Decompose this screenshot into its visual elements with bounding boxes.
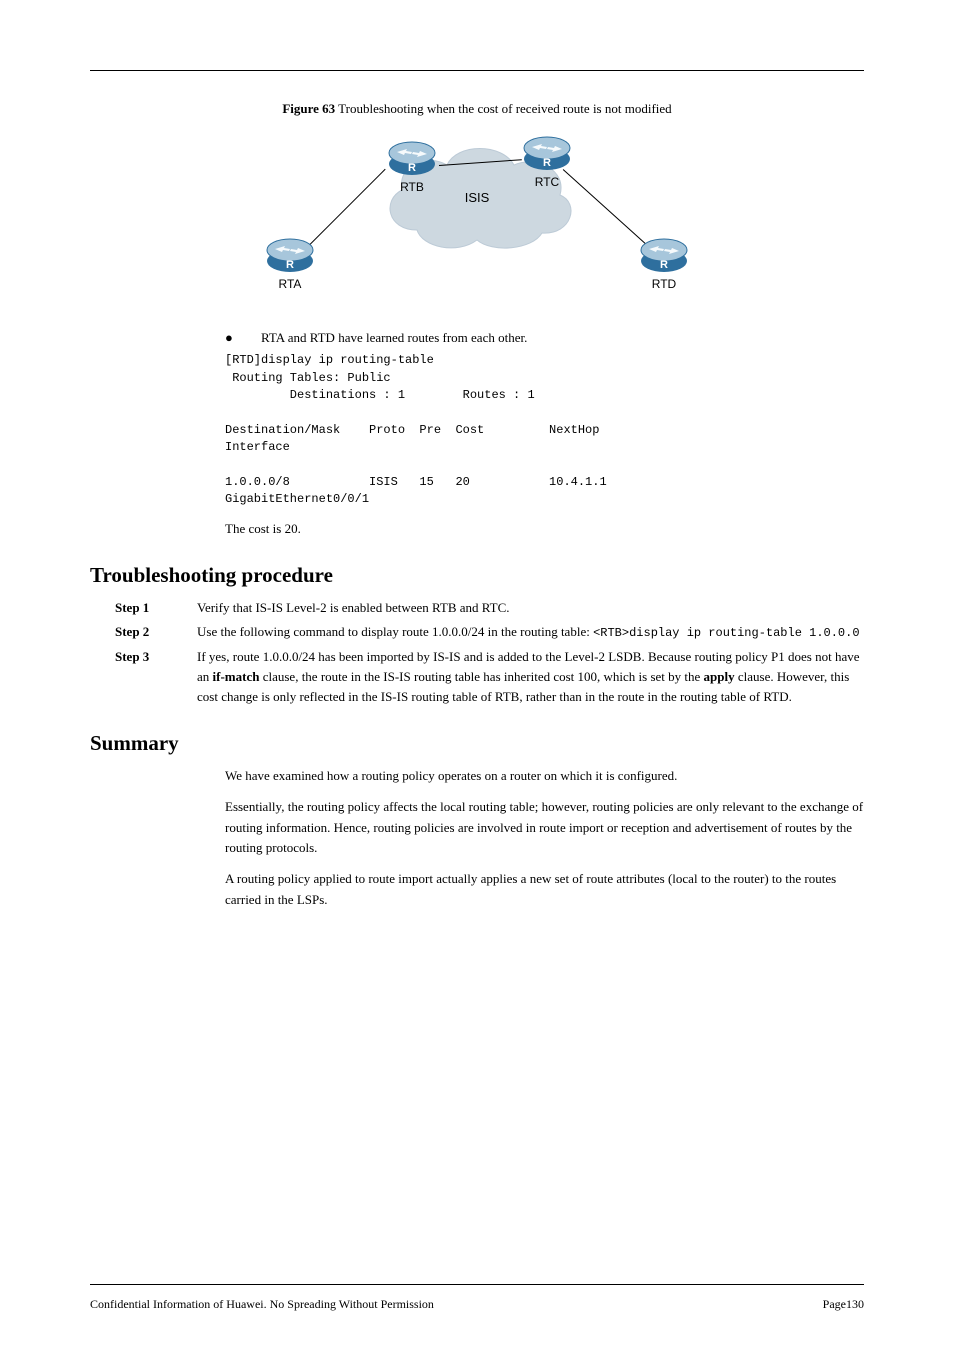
svg-text:R: R: [286, 259, 294, 271]
footer-left: Confidential Information of Huawei. No S…: [90, 1297, 434, 1312]
step-3: Step 3 If yes, route 1.0.0.0/24 has been…: [115, 647, 864, 707]
step-body: Use the following command to display rou…: [197, 622, 864, 643]
router-label-rta: RTA: [265, 277, 315, 291]
figure-label: Figure 63: [282, 101, 335, 116]
figure-caption: Figure 63 Troubleshooting when the cost …: [90, 101, 864, 117]
footer-right: Page130: [823, 1297, 864, 1312]
router-icon: R: [522, 135, 572, 173]
router-rtb: R RTB: [387, 140, 437, 194]
note-line: The cost is 20.: [225, 519, 864, 539]
page-footer: Confidential Information of Huawei. No S…: [90, 1297, 864, 1312]
step-body: Verify that IS-IS Level-2 is enabled bet…: [197, 598, 864, 618]
router-rtd: R RTD: [639, 237, 689, 291]
router-icon: R: [387, 140, 437, 178]
summary-para-1: We have examined how a routing policy op…: [225, 766, 864, 787]
svg-text:R: R: [408, 162, 416, 174]
svg-text:R: R: [543, 157, 551, 169]
bullet-text: RTA and RTD have learned routes from eac…: [261, 328, 527, 348]
step-label: Step 2: [115, 622, 197, 643]
summary-para-3: A routing policy applied to route import…: [225, 869, 864, 911]
summary-para-2: Essentially, the routing policy affects …: [225, 797, 864, 859]
router-rta: R RTA: [265, 237, 315, 291]
step-label: Step 3: [115, 647, 197, 707]
network-diagram: ISIS R RTA: [237, 125, 717, 313]
router-label-rtd: RTD: [639, 277, 689, 291]
router-label-rtb: RTB: [387, 180, 437, 194]
step-body: If yes, route 1.0.0.0/24 has been import…: [197, 647, 864, 707]
router-icon: R: [265, 237, 315, 275]
step-1: Step 1 Verify that IS-IS Level-2 is enab…: [115, 598, 864, 618]
cloud-label: ISIS: [465, 190, 490, 205]
command-output: [RTD]display ip routing-table Routing Ta…: [225, 352, 864, 509]
figure-caption-text: Troubleshooting when the cost of receive…: [338, 101, 672, 116]
bullet-item: ● RTA and RTD have learned routes from e…: [225, 328, 864, 348]
bullet-icon: ●: [225, 328, 261, 348]
summary-body: We have examined how a routing policy op…: [225, 766, 864, 911]
step-2: Step 2 Use the following command to disp…: [115, 622, 864, 643]
step-label: Step 1: [115, 598, 197, 618]
svg-text:R: R: [660, 259, 668, 271]
heading-procedure: Troubleshooting procedure: [90, 563, 864, 588]
heading-summary: Summary: [90, 731, 864, 756]
router-icon: R: [639, 237, 689, 275]
router-rtc: R RTC: [522, 135, 572, 189]
router-label-rtc: RTC: [522, 175, 572, 189]
